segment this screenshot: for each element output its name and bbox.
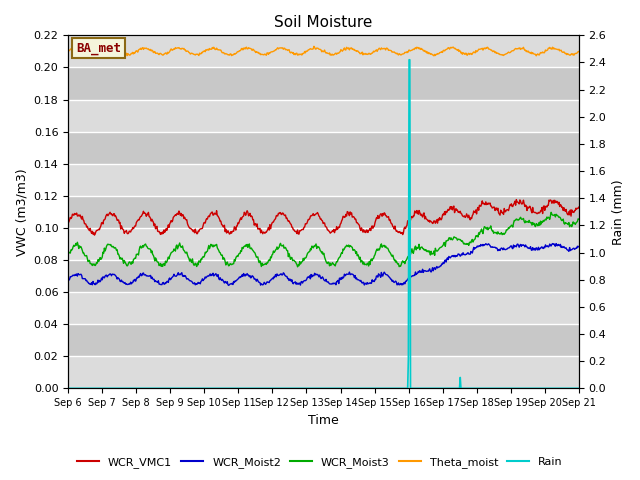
Rain [205,385,212,391]
Bar [68,260,579,292]
Theta_moist [401,49,409,55]
Theta_moist [575,48,582,54]
Bar [68,164,579,196]
Bar [68,324,579,356]
Bar [68,99,579,132]
WCR_VMC1 [386,216,394,222]
WCR_VMC1 [575,204,582,210]
Theta_moist [310,44,317,49]
Line: Rain: Rain [68,60,579,388]
Text: BA_met: BA_met [76,42,121,55]
Bar [68,196,579,228]
WCR_Moist3 [547,209,555,215]
WCR_VMC1 [64,219,72,225]
Rain [400,385,408,391]
Title: Soil Moisture: Soil Moisture [275,15,372,30]
WCR_Moist2 [74,273,81,279]
WCR_Moist2 [126,281,134,287]
Theta_moist [430,53,438,59]
Theta_moist [386,48,394,53]
WCR_Moist3 [126,259,134,265]
Bar [68,36,579,67]
X-axis label: Time: Time [308,414,339,427]
WCR_Moist2 [64,276,72,282]
Bar [68,132,579,164]
Rain [126,385,134,391]
WCR_Moist2 [225,283,232,288]
Rain [575,385,582,391]
WCR_Moist2 [575,243,582,249]
WCR_VMC1 [179,212,186,217]
WCR_VMC1 [91,232,99,238]
WCR_VMC1 [205,214,213,219]
Y-axis label: VWC (m3/m3): VWC (m3/m3) [15,168,28,256]
WCR_Moist2 [178,270,186,276]
Line: Theta_moist: Theta_moist [68,47,579,56]
Rain [74,385,81,391]
WCR_Moist2 [386,275,394,281]
Line: WCR_VMC1: WCR_VMC1 [68,200,579,235]
WCR_Moist3 [401,261,409,266]
Bar [68,356,579,388]
WCR_Moist3 [205,242,212,248]
Theta_moist [74,45,81,51]
Theta_moist [178,46,186,51]
Theta_moist [126,52,134,58]
Y-axis label: Rain (mm): Rain (mm) [612,179,625,245]
Bar [68,292,579,324]
Theta_moist [205,48,212,53]
WCR_Moist3 [575,216,582,222]
Line: WCR_Moist2: WCR_Moist2 [68,243,579,286]
WCR_Moist3 [64,252,72,257]
Rain [405,57,413,63]
WCR_VMC1 [74,213,81,219]
WCR_Moist3 [178,244,186,250]
WCR_VMC1 [513,197,520,203]
Theta_moist [64,49,72,55]
WCR_Moist3 [386,250,394,255]
Line: WCR_Moist3: WCR_Moist3 [68,212,579,267]
WCR_Moist2 [205,273,212,279]
Rain [178,385,186,391]
WCR_Moist3 [294,264,301,270]
Rain [385,385,393,391]
WCR_VMC1 [401,224,409,230]
Rain [64,385,72,391]
Legend: WCR_VMC1, WCR_Moist2, WCR_Moist3, Theta_moist, Rain: WCR_VMC1, WCR_Moist2, WCR_Moist3, Theta_… [72,452,568,472]
Bar [68,228,579,260]
Bar [68,67,579,99]
WCR_Moist3 [74,240,81,245]
WCR_VMC1 [127,229,134,235]
WCR_Moist2 [401,281,409,287]
WCR_Moist2 [552,240,560,246]
